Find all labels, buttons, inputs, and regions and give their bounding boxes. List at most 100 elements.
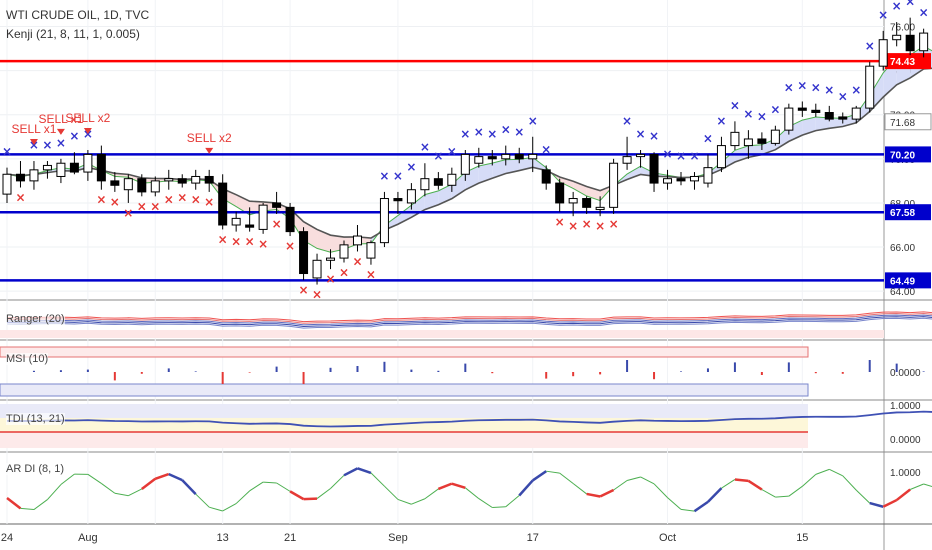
candle xyxy=(123,174,133,203)
candle xyxy=(663,169,673,190)
bearish-candle-body xyxy=(96,153,106,182)
candle xyxy=(272,191,282,214)
candle xyxy=(150,176,160,197)
bullish-candle-body xyxy=(595,206,605,211)
buy-cross-marker: × xyxy=(689,149,699,163)
bullish-candle-body xyxy=(447,173,457,186)
bullish-candle-body xyxy=(231,217,241,226)
ranger-baseline-band xyxy=(0,330,884,338)
cloud-segment xyxy=(519,157,533,171)
bullish-candle-body xyxy=(716,145,726,169)
ranger-panel xyxy=(0,311,932,338)
ardi-segment xyxy=(842,475,857,491)
ardi-segment xyxy=(47,484,62,500)
sell-arrow-icon xyxy=(29,139,38,146)
bearish-candle-body xyxy=(393,198,403,202)
candle xyxy=(83,150,93,181)
bearish-candle-body xyxy=(285,206,295,233)
sell-arrow-icon xyxy=(205,147,214,154)
bearish-candle-body xyxy=(905,34,915,52)
candle xyxy=(29,161,39,190)
ardi-segment xyxy=(721,479,736,489)
buy-cross-marker: × xyxy=(447,145,457,159)
buy-cross-marker: × xyxy=(528,114,538,128)
msi-value-label: 0.0000 xyxy=(890,368,921,379)
bearish-candle-body xyxy=(433,178,443,186)
sell-signal-label: SELL x1 xyxy=(38,112,83,126)
candle xyxy=(757,132,767,150)
candle xyxy=(42,161,52,179)
candle xyxy=(366,240,376,265)
candle xyxy=(838,112,848,124)
bullish-candle-body xyxy=(703,167,713,184)
ardi-segment xyxy=(33,499,48,510)
candle xyxy=(770,125,780,146)
cloud-segment xyxy=(397,205,412,225)
sell-cross-marker: × xyxy=(177,191,187,205)
tdi-tick-label: 1.0000 xyxy=(890,401,921,412)
bearish-candle-body xyxy=(676,178,686,182)
ardi-panel: 1.0000 xyxy=(6,467,932,513)
candle xyxy=(568,191,578,217)
ardi-segment xyxy=(707,487,723,503)
ranger-panel-label: Ranger (20) xyxy=(6,313,65,325)
bullish-candle-body xyxy=(851,107,861,120)
msi-upper-band xyxy=(0,346,809,358)
buy-cross-marker: × xyxy=(460,127,470,141)
ranger-band-line xyxy=(6,312,932,324)
sell-cross-marker: × xyxy=(312,288,322,302)
candle xyxy=(676,172,686,186)
ardi-segment xyxy=(478,498,493,508)
bullish-candle-body xyxy=(501,153,511,160)
ardi-segment xyxy=(181,479,197,495)
cloud-segment xyxy=(451,172,466,199)
bearish-candle-body xyxy=(137,178,147,193)
candles xyxy=(2,17,929,285)
ardi-segment xyxy=(465,487,480,499)
buy-cross-marker: × xyxy=(797,78,807,92)
level-price-label: 70.20 xyxy=(890,150,915,161)
ardi-segment xyxy=(154,472,170,480)
sell-cross-marker: × xyxy=(352,254,362,268)
sell-cross-marker: × xyxy=(595,219,605,233)
candle xyxy=(137,174,147,197)
ardi-segment xyxy=(330,474,345,489)
bullish-candle-body xyxy=(636,153,646,158)
buy-cross-marker: × xyxy=(851,83,861,97)
buy-cross-marker: × xyxy=(42,138,52,152)
tdi-panel-label: TDI (13, 21) xyxy=(6,413,65,425)
ardi-segment xyxy=(613,480,628,491)
sell-cross-marker: × xyxy=(245,235,255,249)
msi-panel-label: MSI (10) xyxy=(6,353,49,365)
support-resistance-levels: 74.43 70.20 67.58 64.49 xyxy=(0,53,931,289)
ardi-segment xyxy=(263,481,277,484)
bullish-candle-body xyxy=(420,178,430,191)
ardi-segment xyxy=(235,490,250,504)
cloud-segment xyxy=(478,163,493,184)
bearish-candle-body xyxy=(110,180,120,186)
ardi-segment xyxy=(411,498,426,505)
candle xyxy=(433,172,443,190)
candle xyxy=(824,105,834,122)
candle xyxy=(582,196,592,214)
last-price-tag xyxy=(884,113,932,131)
bearish-candle-body xyxy=(514,153,524,160)
ardi-segment xyxy=(882,498,898,508)
ardi-segment xyxy=(640,476,655,485)
buy-cross-marker: × xyxy=(716,114,726,128)
cloud-segment xyxy=(815,117,830,131)
ardi-segment xyxy=(801,473,817,487)
bullish-candle-body xyxy=(258,204,268,230)
ardi-segment xyxy=(222,503,237,512)
ardi-segment xyxy=(128,488,143,497)
candle xyxy=(716,136,726,173)
buy-cross-marker: × xyxy=(878,8,888,22)
sell-cross-marker: × xyxy=(164,193,174,207)
buy-cross-marker: × xyxy=(56,136,66,150)
time-tick-label: 21 xyxy=(284,532,296,544)
bullish-candle-body xyxy=(352,235,362,246)
sell-cross-marker: × xyxy=(582,217,592,231)
candle xyxy=(69,152,79,175)
bullish-candle-body xyxy=(892,34,902,41)
